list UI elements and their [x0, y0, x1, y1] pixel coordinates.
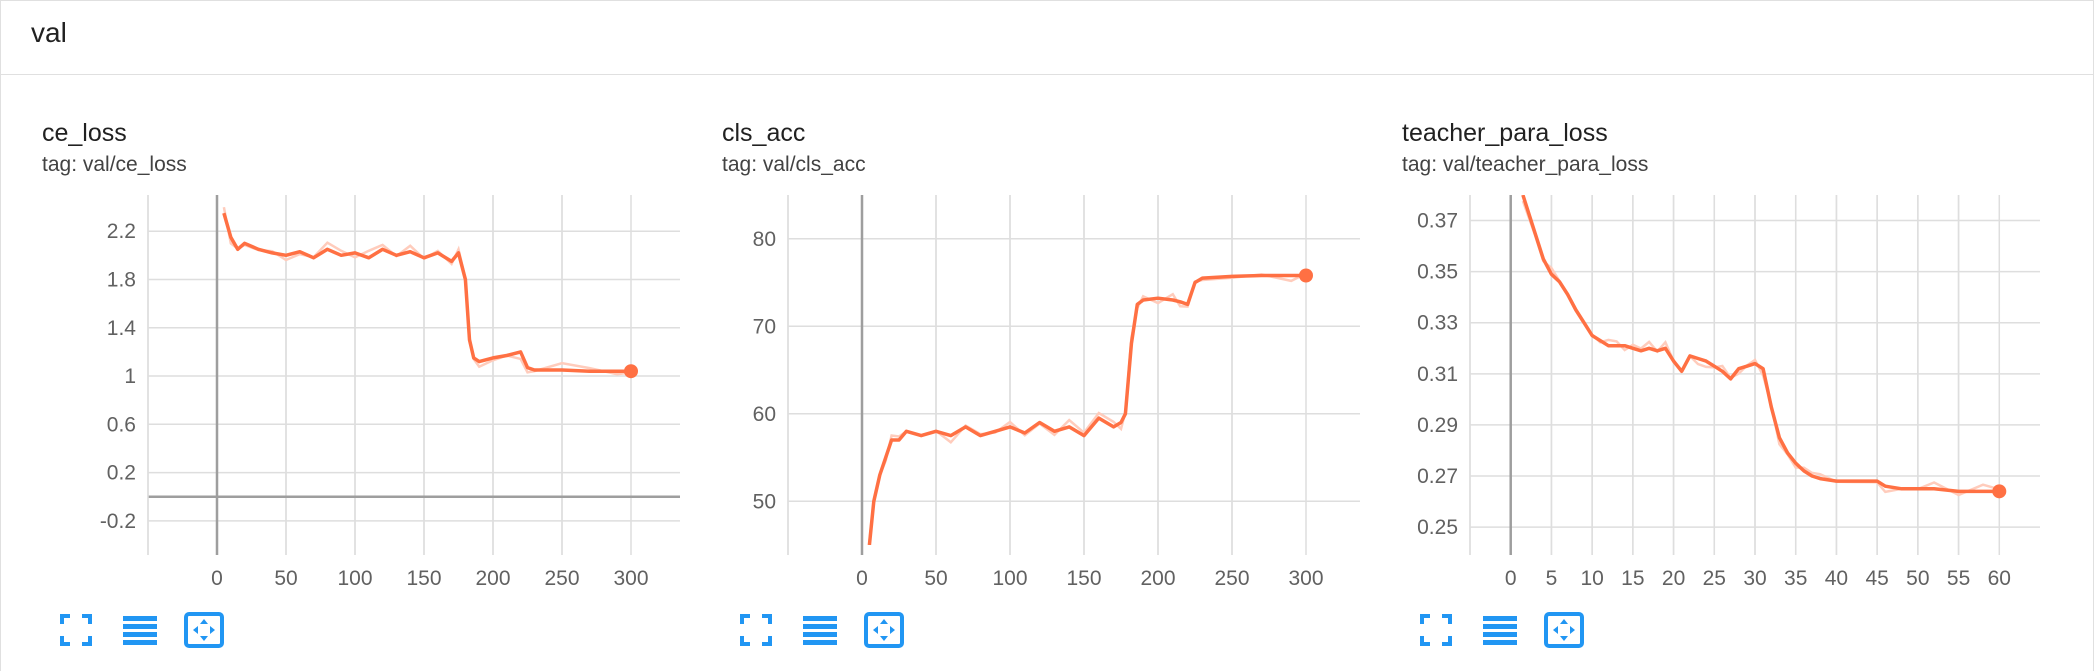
x-tick-label: 35 — [1784, 567, 1807, 590]
x-tick-label: 60 — [1988, 567, 2011, 590]
x-tick-label: 150 — [406, 567, 441, 590]
chart-title: teacher_para_loss — [1402, 119, 1608, 147]
y-tick-label: 70 — [753, 315, 776, 338]
section-header[interactable]: val — [0, 0, 2094, 75]
y-tick-label: 0.37 — [1417, 210, 1458, 233]
x-tick-label: 250 — [1214, 567, 1249, 590]
x-tick-label: 300 — [613, 567, 648, 590]
last-point-marker — [1992, 484, 2007, 499]
chart-tag: tag: val/ce_loss — [42, 153, 187, 176]
x-tick-label: 25 — [1703, 567, 1726, 590]
last-point-marker — [1299, 268, 1313, 283]
y-tick-label: 0.2 — [107, 462, 136, 485]
y-tick-label: 0.31 — [1417, 363, 1458, 386]
x-tick-label: 0 — [211, 567, 223, 590]
y-tick-label: 0.29 — [1417, 414, 1458, 437]
fullscreen-icon[interactable] — [736, 610, 776, 650]
line-chart-cls-acc[interactable]: 80 70 60 50 0 50 100 150 200 250 300 — [680, 195, 1360, 595]
x-tick-label: 50 — [1906, 567, 1929, 590]
x-tick-label: 150 — [1066, 567, 1101, 590]
y-tick-label: 2.2 — [107, 220, 136, 243]
x-tick-label: 300 — [1288, 567, 1323, 590]
x-tick-label: 15 — [1621, 567, 1644, 590]
line-chart-teacher-para-loss[interactable]: 0.37 0.35 0.33 0.31 0.29 0.27 0.25 0 5 10 15 20 25 30… — [1360, 195, 2040, 595]
last-point-marker — [624, 364, 638, 379]
x-tick-label: 20 — [1662, 567, 1685, 590]
y-tick-label: 0.35 — [1417, 261, 1458, 284]
line-chart-ce-loss[interactable]: 2.2 1.8 1.4 1 0.6 0.2 -0.2 0 50 100 150 200 250 300 — [0, 195, 680, 595]
list-icon[interactable] — [800, 610, 840, 650]
x-tick-label: 100 — [992, 567, 1027, 590]
chart-card-teacher-para-loss: teacher_para_loss tag: val/teacher_para_… — [1360, 75, 2040, 671]
series-raw-line — [1521, 200, 2000, 497]
x-tick-label: 40 — [1825, 567, 1848, 590]
x-tick-label: 55 — [1947, 567, 1970, 590]
x-tick-label: 10 — [1580, 567, 1603, 590]
chart-tag: tag: val/teacher_para_loss — [1402, 153, 1649, 176]
x-tick-label: 0 — [856, 567, 868, 590]
fit-domain-icon[interactable] — [864, 610, 904, 650]
list-icon[interactable] — [1480, 610, 1520, 650]
y-tick-label: -0.2 — [100, 510, 136, 533]
chart-tag: tag: val/cls_acc — [722, 153, 866, 176]
chart-title: cls_acc — [722, 119, 806, 147]
x-tick-label: 250 — [544, 567, 579, 590]
x-tick-label: 45 — [1865, 567, 1888, 590]
fit-domain-icon[interactable] — [1544, 610, 1584, 650]
y-tick-label: 80 — [753, 228, 776, 251]
x-tick-label: 50 — [274, 567, 297, 590]
y-tick-label: 1.4 — [107, 317, 137, 340]
y-tick-label: 0.33 — [1417, 312, 1458, 335]
x-tick-label: 200 — [475, 567, 510, 590]
x-tick-label: 5 — [1546, 567, 1558, 590]
x-tick-label: 0 — [1505, 567, 1517, 590]
series-raw-line — [222, 206, 632, 376]
x-tick-label: 30 — [1743, 567, 1766, 590]
fullscreen-icon[interactable] — [56, 610, 96, 650]
y-tick-label: 0.25 — [1417, 516, 1458, 539]
y-tick-label: 1 — [124, 365, 136, 388]
series-smoothed-line — [1521, 195, 2000, 494]
x-tick-label: 100 — [337, 567, 372, 590]
y-tick-label: 60 — [753, 403, 776, 426]
section-title: val — [31, 17, 67, 48]
y-tick-label: 1.8 — [107, 268, 136, 291]
x-tick-label: 200 — [1140, 567, 1175, 590]
y-tick-label: 0.27 — [1417, 465, 1458, 488]
list-icon[interactable] — [120, 610, 160, 650]
chart-card-cls-acc: cls_acc tag: val/cls_acc 80 70 60 50 0 50 100 1… — [680, 75, 1360, 671]
x-tick-label: 50 — [924, 567, 947, 590]
fit-domain-icon[interactable] — [184, 610, 224, 650]
y-tick-label: 0.6 — [107, 413, 136, 436]
series-smoothed-line — [222, 212, 631, 373]
series-smoothed-line — [867, 273, 1306, 545]
chart-title: ce_loss — [42, 119, 127, 147]
fullscreen-icon[interactable] — [1416, 610, 1456, 650]
y-tick-label: 50 — [753, 490, 776, 513]
section-content — [0, 75, 2094, 671]
chart-card-ce-loss: ce_loss tag: val/ce_loss 2.2 1.8 1.4 1 0.6 0.… — [0, 75, 680, 671]
